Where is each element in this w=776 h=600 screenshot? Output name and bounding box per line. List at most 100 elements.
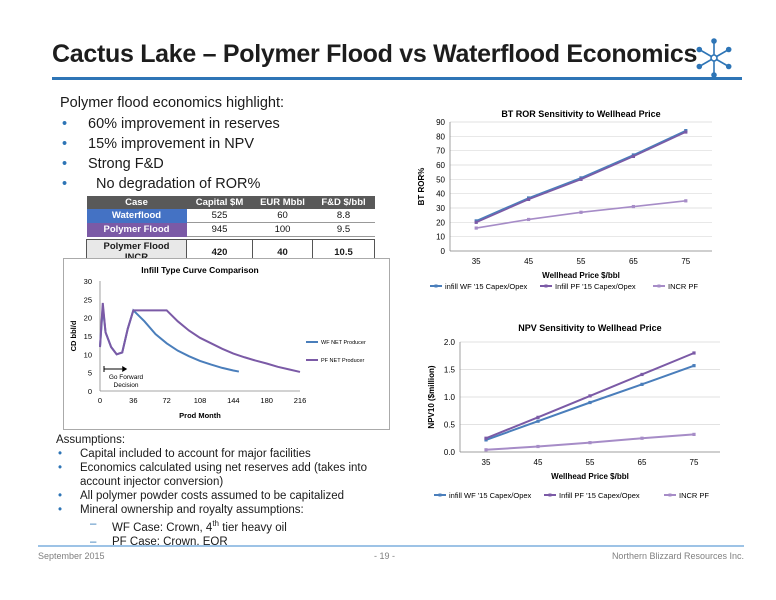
table-row: Waterflood 525 60 8.8 bbox=[86, 209, 375, 223]
assumption-item: • Economics calculated using net reserves… bbox=[58, 462, 368, 488]
assumption-item: • Mineral ownership and royalty assumptio… bbox=[58, 504, 304, 516]
col-header-case: Case bbox=[86, 196, 187, 209]
y-tick-label: 0.0 bbox=[444, 448, 456, 457]
legend-label: WF NET Producer bbox=[321, 340, 366, 346]
y-axis-title: BT ROR% bbox=[417, 168, 426, 206]
cell-value: 8.8 bbox=[312, 209, 375, 223]
assumption-subitem: – PF Case: Crown, EOR bbox=[90, 535, 228, 548]
y-tick-label: 30 bbox=[436, 204, 445, 213]
y-tick-label: 10 bbox=[436, 233, 445, 242]
data-point bbox=[484, 448, 488, 452]
highlights-heading: Polymer flood economics highlight: bbox=[60, 95, 285, 111]
data-point bbox=[588, 400, 592, 405]
x-axis-title: Prod Month bbox=[179, 411, 221, 420]
cell-value: 100 bbox=[252, 222, 313, 237]
data-point bbox=[692, 351, 696, 355]
legend-label: PF NET Producer bbox=[321, 358, 364, 364]
assumptions-heading: Assumptions: bbox=[56, 434, 126, 446]
legend-label: INCR PF bbox=[668, 282, 698, 291]
table-row: Polymer Flood 945 100 9.5 bbox=[86, 222, 375, 237]
x-tick-label: 75 bbox=[690, 458, 699, 467]
highlight-item: • 60% improvement in reserves bbox=[62, 116, 280, 132]
table-header-row: Case Capital $M EUR Mbbl F&D $/bbl bbox=[86, 196, 375, 209]
data-point bbox=[631, 204, 635, 209]
legend-label: INCR PF bbox=[679, 491, 709, 500]
x-tick-label: 55 bbox=[586, 458, 595, 467]
cell-value: 525 bbox=[186, 209, 253, 223]
x-tick-label: 65 bbox=[638, 458, 647, 467]
annotation-text: Decision bbox=[114, 382, 139, 389]
data-point bbox=[579, 177, 583, 181]
cell-value: 9.5 bbox=[312, 222, 375, 237]
y-tick-label: 20 bbox=[84, 314, 92, 323]
legend-marker bbox=[544, 284, 548, 288]
highlight-item: • 15% improvement in NPV bbox=[62, 136, 255, 152]
footer-divider bbox=[38, 545, 744, 547]
series-line-infill-wf bbox=[475, 129, 687, 222]
x-axis-title: Wellhead Price $/bbl bbox=[542, 271, 620, 280]
title-divider bbox=[52, 77, 742, 80]
footer-date: September 2015 bbox=[38, 551, 105, 561]
x-axis-title: Wellhead Price $/bbl bbox=[551, 472, 629, 481]
data-point bbox=[684, 130, 688, 134]
cell-value: 945 bbox=[186, 222, 253, 237]
type-curve-chart-frame: Infill Type Curve Comparison 0 5 10 15 20 25 30… bbox=[63, 258, 390, 430]
highlights-list: Polymer flood economics highlight: • 60% … bbox=[60, 93, 284, 194]
legend-label: Infill PF '15 Capex/Opex bbox=[555, 282, 636, 291]
legend-marker bbox=[434, 284, 438, 288]
x-tick-label: 45 bbox=[524, 257, 533, 266]
assumption-subitem: – WF Case: Crown, 4th tier heavy oil bbox=[90, 518, 287, 534]
highlight-item: • Strong F&D bbox=[62, 156, 164, 172]
legend-label: infill WF '15 Capex/Opex bbox=[449, 491, 532, 500]
y-tick-label: 60 bbox=[436, 161, 445, 170]
data-point bbox=[527, 217, 531, 222]
chart-title: NPV Sensitivity to Wellhead Price bbox=[518, 323, 661, 333]
data-point bbox=[692, 364, 696, 368]
data-point bbox=[684, 199, 688, 203]
x-tick-label: 72 bbox=[162, 396, 170, 405]
assumptions-list: Assumptions: • Capital included to accoun… bbox=[56, 433, 396, 549]
data-point bbox=[588, 394, 592, 398]
col-header-capital: Capital $M bbox=[186, 196, 253, 209]
highlight-item: • No degradation of ROR% bbox=[62, 176, 261, 192]
x-tick-label: 45 bbox=[534, 458, 543, 467]
data-point bbox=[474, 220, 478, 224]
data-point bbox=[640, 372, 644, 377]
col-header-fd: F&D $/bbl bbox=[312, 196, 375, 209]
page-title: Cactus Lake – Polymer Flood vs Waterfloo… bbox=[52, 40, 698, 68]
y-tick-label: 50 bbox=[436, 175, 445, 184]
x-tick-label: 35 bbox=[472, 257, 481, 266]
y-tick-label: 15 bbox=[84, 332, 92, 341]
npv-sensitivity-chart: NPV Sensitivity to Wellhead Price 0.0 0.5 1… bbox=[427, 323, 720, 500]
legend-marker bbox=[438, 493, 442, 497]
x-tick-label: 65 bbox=[629, 257, 638, 266]
annotation-text: Go Forward bbox=[109, 374, 144, 381]
data-point bbox=[484, 436, 488, 440]
x-tick-label: 36 bbox=[129, 396, 137, 405]
footer-company: Northern Blizzard Resources Inc. bbox=[611, 551, 744, 561]
x-tick-label: 35 bbox=[482, 458, 491, 467]
series-line-incr-pf bbox=[476, 200, 686, 229]
x-tick-label: 216 bbox=[294, 396, 307, 405]
ror-sensitivity-chart: BT ROR Sensitivity to Wellhead Price 0 10 2… bbox=[417, 109, 712, 291]
legend-label: infill WF '15 Capex/Opex bbox=[445, 282, 528, 291]
row-label-waterflood: Waterflood bbox=[86, 209, 187, 223]
y-tick-label: 0 bbox=[88, 387, 92, 396]
data-point bbox=[588, 441, 592, 445]
data-point bbox=[631, 154, 635, 158]
y-tick-label: 0.5 bbox=[444, 421, 456, 430]
y-tick-label: 1.5 bbox=[444, 366, 456, 375]
y-tick-label: 80 bbox=[436, 132, 445, 141]
data-point bbox=[527, 197, 531, 201]
x-tick-label: 55 bbox=[577, 257, 586, 266]
page-number: - 19 - bbox=[374, 551, 396, 561]
y-tick-label: 1.0 bbox=[444, 393, 456, 402]
y-tick-label: 0 bbox=[441, 247, 446, 256]
x-tick-label: 0 bbox=[98, 396, 102, 405]
series-line-wf-net-producer bbox=[99, 306, 240, 373]
data-point bbox=[579, 210, 583, 214]
y-axis-title: NPV10 ($million) bbox=[427, 365, 436, 428]
y-axis-title: CD bbl/d bbox=[69, 320, 78, 351]
x-tick-label: 180 bbox=[260, 396, 273, 405]
data-point bbox=[640, 382, 644, 386]
